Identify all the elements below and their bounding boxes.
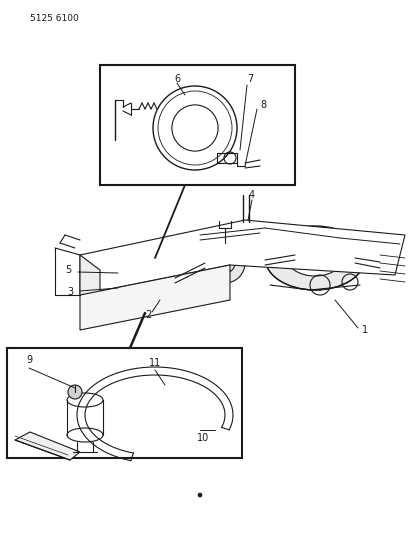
Text: 1: 1 bbox=[362, 325, 368, 335]
Polygon shape bbox=[80, 255, 100, 310]
Bar bbox=[100, 65, 295, 185]
Circle shape bbox=[198, 493, 202, 497]
Circle shape bbox=[242, 260, 248, 266]
Circle shape bbox=[123, 263, 167, 307]
Circle shape bbox=[117, 257, 173, 313]
Text: 3: 3 bbox=[67, 287, 73, 297]
Ellipse shape bbox=[287, 240, 343, 276]
Polygon shape bbox=[80, 265, 230, 330]
Polygon shape bbox=[15, 432, 80, 460]
Bar bbox=[7, 348, 242, 458]
Text: 4: 4 bbox=[249, 190, 255, 200]
Circle shape bbox=[202, 260, 208, 266]
Circle shape bbox=[68, 385, 82, 399]
Circle shape bbox=[205, 243, 245, 283]
Text: 9: 9 bbox=[26, 355, 32, 365]
Text: 5: 5 bbox=[65, 265, 71, 275]
Text: 10: 10 bbox=[197, 433, 209, 443]
Text: 2: 2 bbox=[145, 310, 151, 320]
Circle shape bbox=[222, 240, 228, 246]
Text: 8: 8 bbox=[260, 100, 266, 110]
Polygon shape bbox=[80, 220, 405, 295]
Text: 5125 6100: 5125 6100 bbox=[30, 14, 79, 23]
Ellipse shape bbox=[265, 226, 365, 290]
Text: 7: 7 bbox=[247, 74, 253, 84]
Circle shape bbox=[222, 280, 228, 286]
Text: 6: 6 bbox=[174, 74, 180, 84]
Text: 11: 11 bbox=[149, 358, 161, 368]
